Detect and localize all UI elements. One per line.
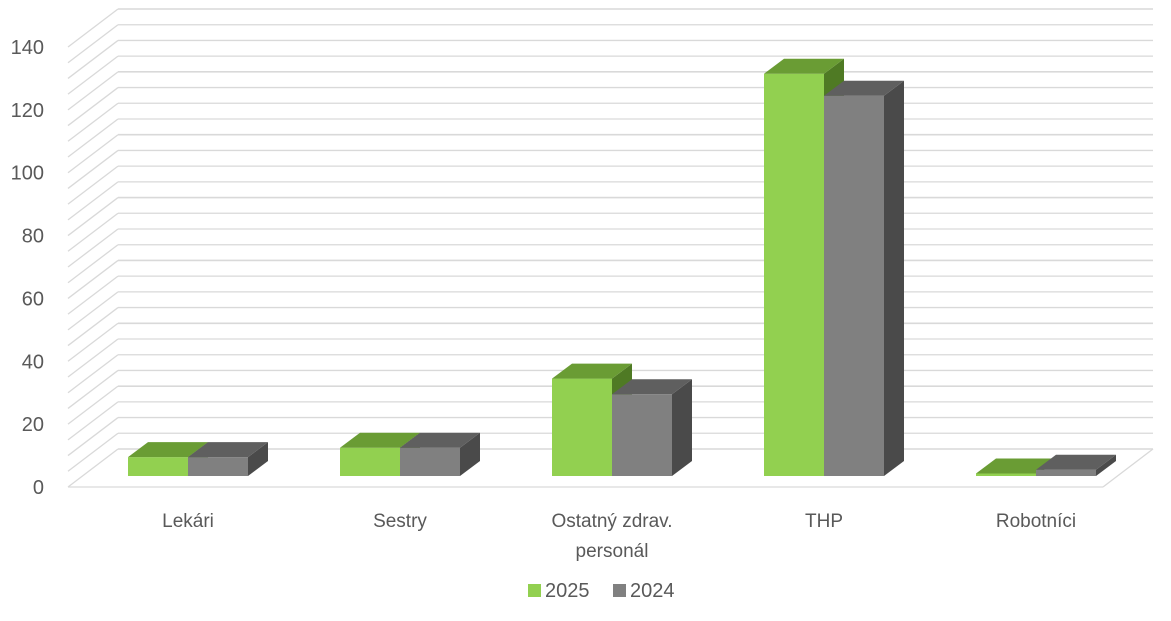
legend-swatch [613, 584, 626, 597]
gridline-depth [67, 432, 119, 472]
x-category-label: THP [805, 511, 843, 532]
bar-side-face [460, 432, 480, 476]
bar-sestry-2024 [400, 432, 480, 476]
bar-top-face [764, 58, 844, 74]
gridline-depth [67, 181, 119, 221]
bar-top-face [612, 379, 692, 395]
bar-front-face [188, 457, 248, 476]
gridline-depth [67, 338, 119, 378]
x-category-label: Lekári [162, 511, 214, 532]
y-tick-label: 80 [22, 226, 44, 248]
gridline-depth [67, 322, 119, 362]
bar-front-face [976, 473, 1036, 476]
bar-front-face [824, 95, 884, 476]
bar-lekari-2024 [188, 442, 268, 476]
bar-top-face [128, 442, 208, 458]
bar-robotnici-2024 [1036, 454, 1116, 476]
gridline-depth [67, 417, 119, 457]
bar-side-face [884, 80, 904, 476]
gridline-depth [67, 197, 119, 237]
bar-front-face [128, 457, 188, 476]
bar-front-face [764, 73, 824, 476]
y-tick-label: 60 [22, 288, 44, 310]
bar-top-face [340, 432, 420, 448]
gridline-depth [67, 24, 119, 64]
gridline-depth [67, 87, 119, 127]
y-tick-label: 120 [11, 100, 44, 122]
x-axis-labels: Lekári Sestry Ostatný zdrav. personál THP Rob… [162, 511, 1076, 562]
bar-front-face [400, 447, 460, 476]
bar-side-face [1096, 454, 1116, 476]
gridline-depth [67, 149, 119, 189]
gridline-depth [67, 8, 119, 48]
x-category-label: Sestry [373, 511, 427, 532]
gridline-depth [67, 118, 119, 158]
gridline-depth [67, 71, 119, 111]
bar-side-face [248, 442, 268, 476]
gridline-depth [67, 228, 119, 268]
gridline-depth [67, 212, 119, 252]
y-tick-label: 20 [22, 414, 44, 436]
x-category-label: Robotníci [996, 511, 1076, 532]
bar-thp-2024 [824, 80, 904, 476]
legend-item-2025: 2025 [528, 580, 590, 602]
bar-top-face [824, 80, 904, 96]
bars [128, 58, 1116, 476]
bar-front-face [552, 378, 612, 476]
legend-item-2024: 2024 [613, 580, 675, 602]
gridline-depth [67, 291, 119, 331]
gridline-depth [67, 244, 119, 284]
gridline-depth [67, 134, 119, 174]
gridline-depth [67, 307, 119, 347]
bar-front-face [612, 394, 672, 476]
gridlines [67, 8, 1154, 488]
floor-edge-left [67, 448, 119, 488]
bar-front-face [1036, 469, 1096, 476]
bar-top-face [400, 432, 480, 448]
floor-edge-right [1102, 448, 1154, 488]
y-tick-label: 0 [33, 477, 44, 499]
legend-label: 2025 [545, 580, 590, 602]
gridline-depth [67, 275, 119, 315]
gridline-depth [67, 259, 119, 299]
bar-top-face [552, 363, 632, 379]
bar-top-face [1036, 454, 1116, 470]
gridline-depth [67, 39, 119, 79]
gridline-depth [67, 165, 119, 205]
gridline-depth [67, 369, 119, 409]
y-tick-label: 140 [11, 37, 44, 59]
y-tick-label: 100 [11, 163, 44, 185]
legend: 2025 2024 [528, 580, 675, 602]
bar-ostatny-zdrav-personal-2024 [612, 379, 692, 476]
gridline-depth [67, 401, 119, 441]
y-axis-ticks: 0 20 40 60 80 100 120 140 [11, 37, 44, 499]
bar-side-face [672, 379, 692, 476]
gridline-depth [67, 354, 119, 394]
y-tick-label: 40 [22, 351, 44, 373]
bar-front-face [340, 447, 400, 476]
x-category-label: Ostatný zdrav. personál [551, 511, 672, 562]
legend-label: 2024 [630, 580, 675, 602]
bar-top-face [188, 442, 268, 458]
legend-swatch [528, 584, 541, 597]
gridline-depth [67, 55, 119, 95]
gridline-depth [67, 385, 119, 425]
gridline-depth [67, 102, 119, 142]
